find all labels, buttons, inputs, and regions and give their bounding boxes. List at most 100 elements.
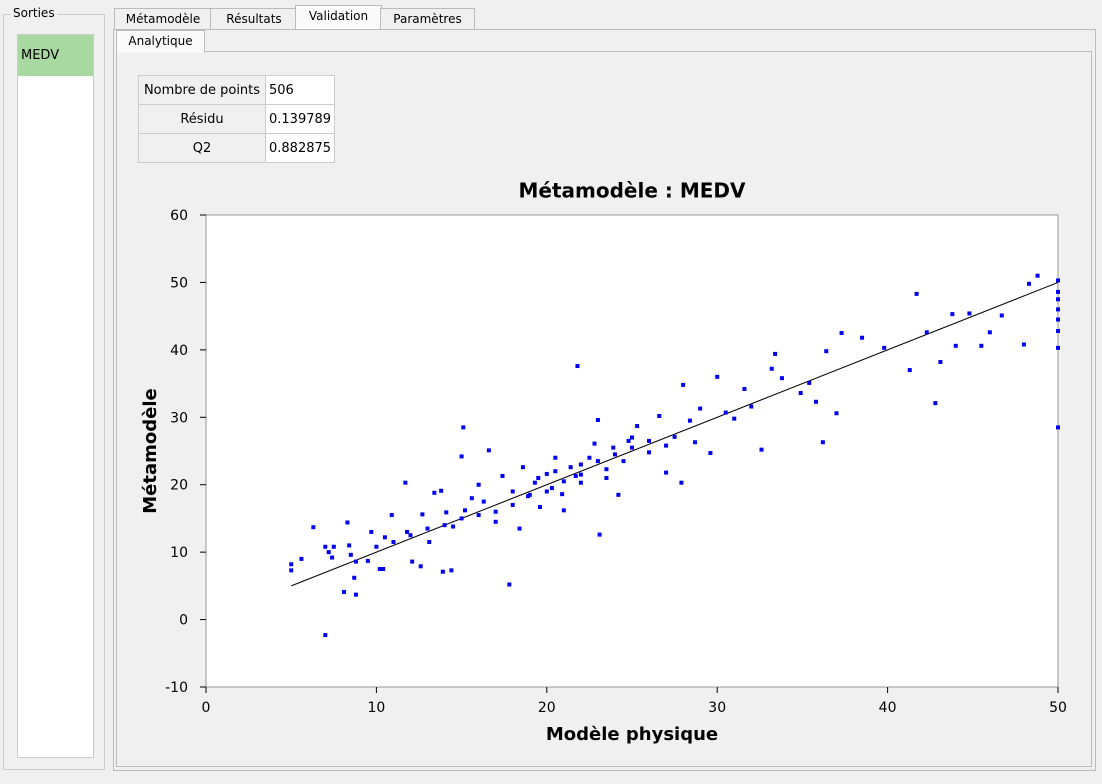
point (537, 504, 542, 509)
point (578, 462, 583, 467)
point (938, 359, 943, 364)
point (510, 502, 515, 507)
point (924, 330, 929, 335)
list-item[interactable]: MEDV (18, 35, 93, 76)
x-tick-label: 20 (538, 700, 556, 716)
point (807, 380, 812, 385)
tab[interactable]: Paramètres (380, 8, 475, 30)
x-tick-label: 40 (879, 700, 897, 716)
point (708, 451, 713, 456)
point (626, 438, 631, 443)
point (444, 510, 449, 515)
point (679, 480, 684, 485)
y-axis-label: Métamodèle (140, 388, 161, 513)
point (381, 567, 386, 571)
point (405, 529, 410, 534)
point (463, 508, 468, 513)
point (510, 489, 515, 494)
point (630, 445, 634, 450)
x-tick-label: 30 (708, 700, 726, 716)
point (693, 440, 698, 445)
point (616, 492, 621, 497)
point (408, 533, 413, 538)
y-tick-label: 10 (170, 545, 188, 561)
point (647, 438, 652, 443)
point (476, 513, 481, 518)
point (604, 467, 609, 472)
point (481, 499, 486, 504)
point (374, 544, 379, 549)
point (459, 454, 464, 459)
point (907, 368, 912, 373)
point (403, 480, 408, 485)
point (664, 443, 669, 448)
point (486, 448, 491, 453)
point (345, 520, 350, 525)
point (573, 473, 578, 478)
output-list: MEDV (17, 34, 94, 758)
point (459, 516, 464, 521)
point (1021, 342, 1026, 347)
point (549, 486, 554, 491)
point (410, 559, 415, 564)
point (621, 459, 626, 464)
tab[interactable]: Métamodèle (114, 8, 212, 30)
point (595, 459, 600, 464)
chart-title: Métamodèle : MEDV (519, 179, 746, 203)
point (561, 479, 566, 484)
sidebar-title: Sorties (10, 6, 58, 20)
point (604, 475, 609, 480)
row-header: Résidu (138, 104, 266, 134)
point (365, 558, 370, 563)
row-header: Q2 (138, 133, 266, 163)
x-tick-label: 0 (202, 700, 211, 716)
point (1056, 345, 1060, 350)
point (289, 562, 294, 567)
point (779, 376, 784, 381)
tab[interactable]: Validation (295, 5, 382, 31)
point (1056, 317, 1060, 322)
table: Nombre de points 506 Résidu 0.139789 Q2 0.8… (138, 75, 336, 163)
point (517, 526, 522, 531)
point (536, 475, 541, 480)
point (391, 540, 396, 545)
point (657, 413, 662, 418)
point (451, 524, 456, 529)
point (420, 512, 425, 517)
point (442, 523, 447, 528)
point (560, 492, 565, 497)
point (352, 575, 357, 580)
point (432, 490, 437, 495)
point (715, 374, 720, 379)
point (592, 441, 597, 446)
point (732, 416, 737, 421)
point (647, 450, 652, 455)
point (839, 331, 844, 335)
point (369, 529, 374, 534)
point (348, 552, 353, 557)
point (347, 543, 352, 548)
point (299, 556, 304, 561)
point (1056, 278, 1060, 283)
point (979, 343, 984, 348)
x-tick-label: 50 (1049, 700, 1067, 716)
point (1056, 425, 1060, 430)
point (595, 417, 600, 422)
point (950, 312, 955, 317)
point (389, 513, 394, 518)
point (323, 633, 328, 638)
point (440, 569, 445, 574)
point (289, 568, 294, 573)
stats-table: Nombre de points 506 Résidu 0.139789 Q2 0.8… (138, 75, 336, 163)
subtab[interactable]: Analytique (116, 30, 205, 53)
point (630, 435, 634, 440)
point (425, 526, 430, 531)
point (568, 465, 573, 470)
point (493, 519, 498, 524)
y-tick-label: 60 (170, 208, 188, 224)
point (439, 488, 444, 493)
point (1035, 273, 1040, 278)
point (377, 567, 382, 571)
